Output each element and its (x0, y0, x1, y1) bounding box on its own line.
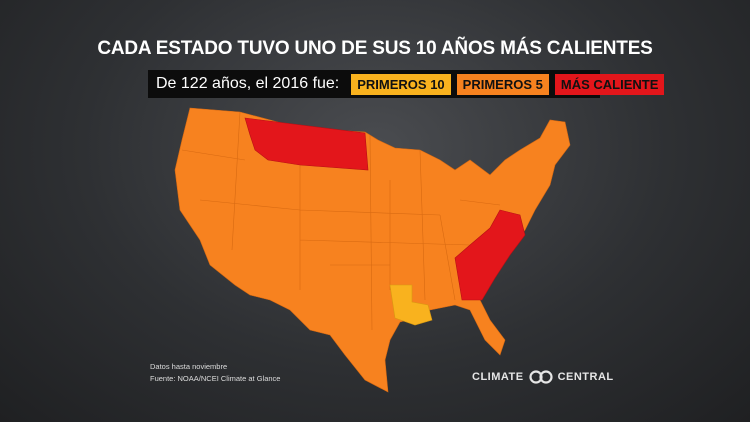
legend: De 122 años, el 2016 fue: PRIMEROS 10 PRI… (148, 70, 665, 98)
title: CADA ESTADO TUVO UNO DE SUS 10 AÑOS MÁS … (97, 38, 653, 59)
us-states-top5 (174, 107, 571, 393)
state-borders (181, 111, 501, 331)
us-state-top10 (389, 284, 433, 326)
legend-item: PRIMEROS 10 (351, 73, 451, 95)
logo: CLIMATE CENTRAL (472, 370, 614, 384)
logo-icon (528, 370, 553, 384)
note: Datos hasta noviembre (150, 362, 228, 371)
logo-text: CLIMATE (472, 371, 524, 383)
logo-text: CENTRAL (557, 371, 614, 383)
legend-label: De 122 años, el 2016 fue: (156, 75, 340, 92)
note: Fuente: NOAA/NCEI Climate at Glance (150, 374, 281, 383)
legend-item: PRIMEROS 5 (456, 73, 549, 95)
legend-item: MÁS CALIENTE (554, 73, 665, 95)
us-states-hottest-north (244, 117, 369, 171)
us-states-hottest-southeast (454, 209, 526, 301)
